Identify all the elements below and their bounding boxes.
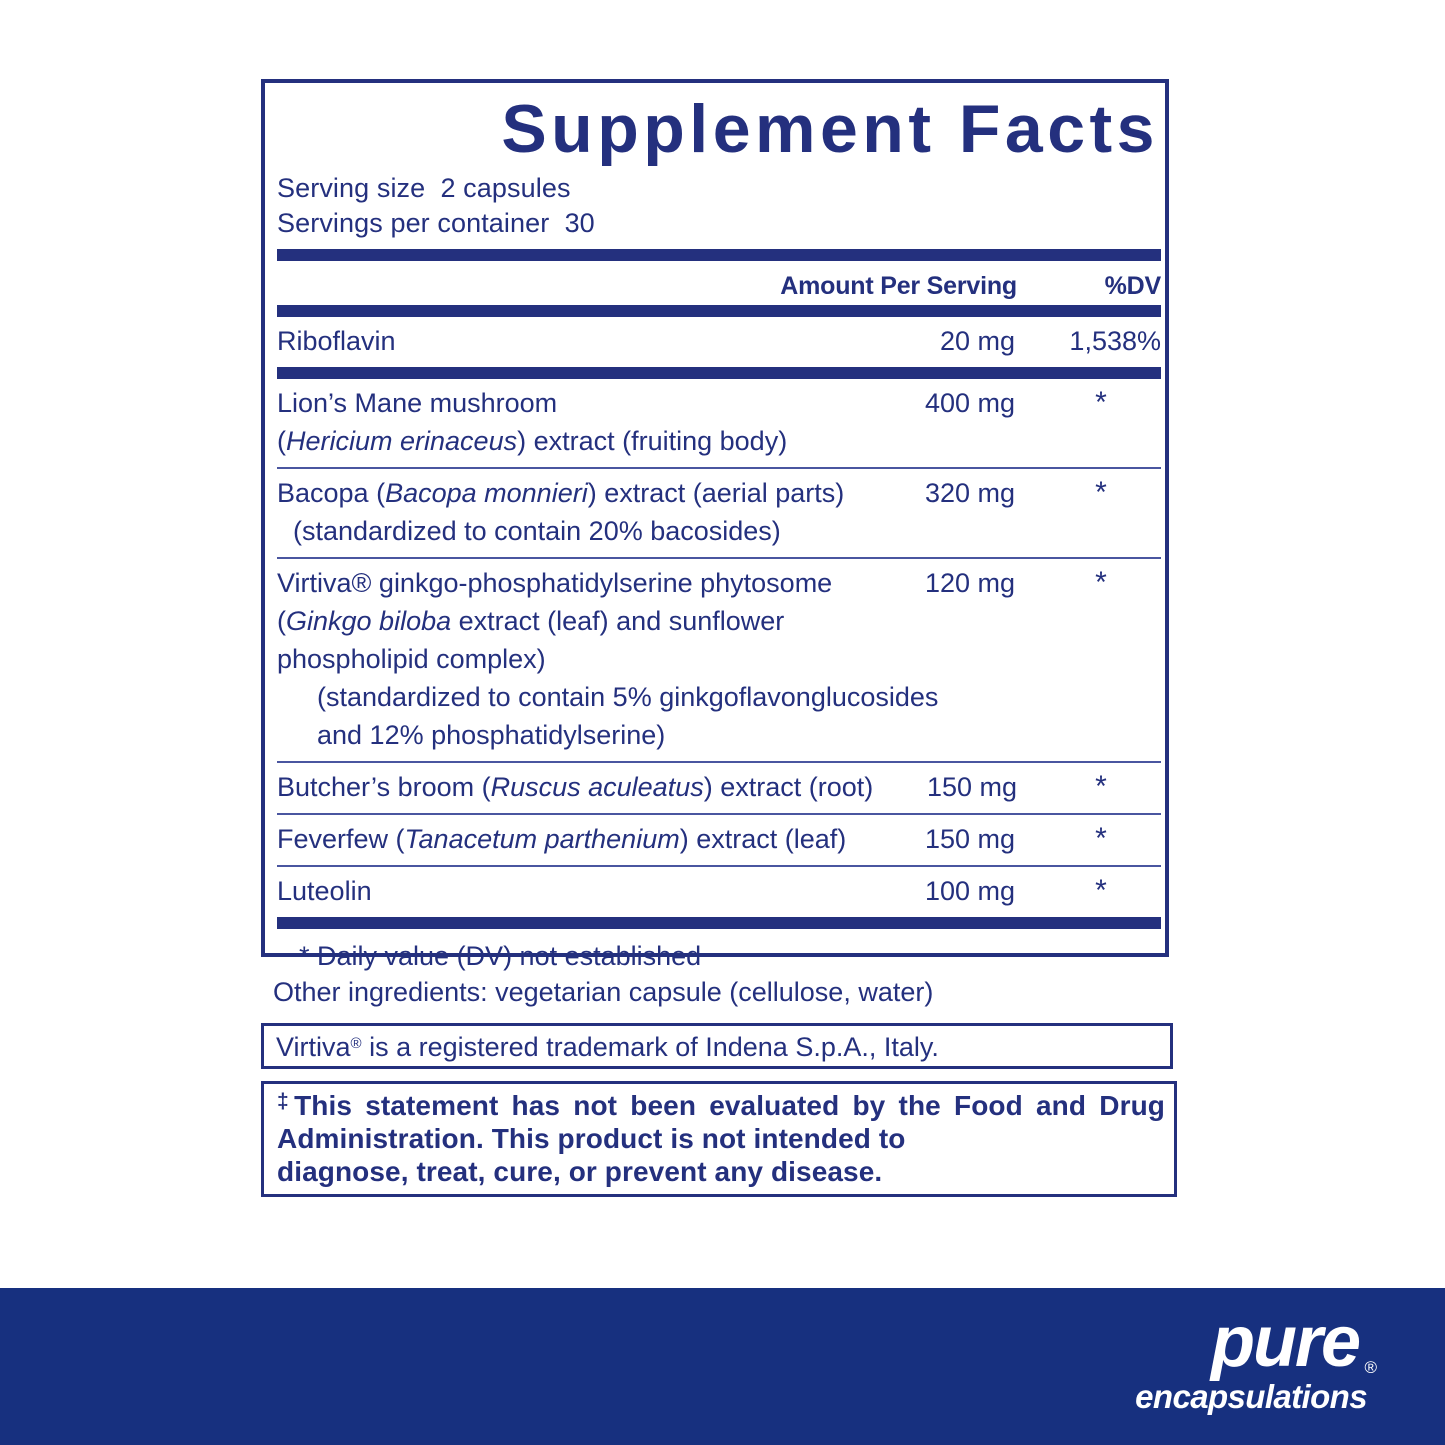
table-row: Luteolin 100 mg * [277, 867, 1161, 917]
table-row: Butcher’s broom (Ruscus aculeatus) extra… [277, 763, 1161, 813]
latin-binomial: Ginkgo biloba [286, 606, 452, 636]
rule-thick-bottom [277, 917, 1161, 929]
nutrient-name: Luteolin [277, 876, 372, 906]
registered-mark-icon: ® [1364, 1358, 1377, 1377]
page-title: Supplement Facts [501, 91, 1159, 167]
rule-hair [277, 761, 1161, 763]
serving-size-line: Serving size 2 capsules [277, 171, 1161, 206]
column-header-percent-dv: %DV [1104, 272, 1162, 300]
fda-disclaimer-box: ‡This statement has not been evaluated b… [261, 1081, 1177, 1197]
column-header-row: Amount Per Serving %DV [277, 261, 1161, 305]
nutrient-amount: 400 mg [924, 388, 1015, 418]
brand-name-primary: pure [1210, 1302, 1361, 1382]
nutrient-amount: 120 mg [924, 568, 1015, 598]
nutrient-percent-dv: * [1095, 770, 1107, 803]
paren-open: ( [277, 426, 286, 456]
table-row: Bacopa (Bacopa monnieri) extract (aerial… [277, 469, 1161, 557]
name-suffix: ) extract (aerial parts) [587, 478, 845, 508]
paren-open: ( [277, 606, 286, 636]
name-suffix: ) extract (root) [703, 772, 874, 802]
servings-per-container-label: Servings per container [277, 208, 550, 238]
name-prefix: Feverfew ( [277, 824, 405, 854]
name-suffix: extract (leaf) and sunflower [451, 606, 785, 636]
supplement-facts-inner: Supplement Facts Serving size 2 capsules… [277, 83, 1161, 974]
nutrient-name: Lion’s Mane mushroom [277, 388, 558, 418]
latin-binomial: Bacopa monnieri [385, 478, 588, 508]
nutrient-name: Riboflavin [277, 326, 396, 356]
disclaimer-line-1: This statement has not been evaluated by… [294, 1090, 1087, 1121]
nutrient-name-line2: (Ginkgo biloba extract (leaf) and sunflo… [277, 602, 1161, 640]
nutrient-standardization-line2: and 12% phosphatidylserine) [317, 720, 666, 750]
nutrient-percent-dv: * [1095, 476, 1107, 509]
serving-size-label: Serving size [277, 173, 426, 203]
disclaimer-line-2: Drug Administration. This product is not… [277, 1090, 1165, 1154]
nutrient-name-line2: (Hericium erinaceus) extract (fruiting b… [277, 422, 1161, 460]
nutrient-name: Butcher’s broom (Ruscus aculeatus) extra… [277, 768, 977, 806]
nutrient-amount: 320 mg [924, 478, 1015, 508]
servings-per-container-value: 30 [564, 208, 595, 238]
nutrient-amount: 100 mg [924, 876, 1015, 906]
other-ingredients-text: Other ingredients: vegetarian capsule (c… [273, 977, 934, 1007]
brand-logo: pure ® encapsulations [1077, 1306, 1377, 1424]
table-row: Lion’s Mane mushroom (Hericium erinaceus… [277, 379, 1161, 467]
rule-hair [277, 813, 1161, 815]
name-prefix: Bacopa ( [277, 478, 386, 508]
fda-disclaimer-text: ‡This statement has not been evaluated b… [277, 1089, 1165, 1188]
nutrient-percent-dv: 1,538% [1069, 326, 1161, 356]
nutrient-name: Bacopa (Bacopa monnieri) extract (aerial… [277, 474, 977, 512]
nutrient-name: Feverfew (Tanacetum parthenium) extract … [277, 820, 977, 858]
rule-hair [277, 557, 1161, 559]
rule-hair [277, 865, 1161, 867]
nutrient-name-line3: phospholipid complex) [277, 644, 546, 674]
brand-name-secondary: encapsulations [1135, 1378, 1367, 1415]
daily-value-footnote: * Daily value (DV) not established [299, 941, 702, 971]
trademark-brand: Virtiva [276, 1032, 351, 1062]
registered-mark-icon: ® [350, 1035, 362, 1052]
footer-bar: pure ® encapsulations [0, 1288, 1445, 1445]
rule-thick-header [277, 305, 1161, 317]
name-suffix: ) extract (leaf) [679, 824, 847, 854]
rule-thick-top [277, 249, 1161, 261]
latin-binomial: Hericium erinaceus [286, 426, 518, 456]
trademark-rest: is a registered trademark of Indena S.p.… [361, 1032, 939, 1062]
table-row: Riboflavin 20 mg 1,538% [277, 317, 1161, 367]
nutrient-standardization-line1: (standardized to contain 5% ginkgoflavon… [317, 682, 939, 712]
dagger-icon: ‡ [277, 1090, 295, 1113]
column-header-amount-per-serving: Amount Per Serving [780, 272, 1017, 300]
serving-size-value: 2 capsules [440, 173, 571, 203]
nutrient-amount: 20 mg [939, 326, 1015, 356]
latin-binomial: Tanacetum parthenium [404, 824, 680, 854]
rule-thick-mid [277, 367, 1161, 379]
nutrient-percent-dv: * [1095, 874, 1107, 907]
nutrient-percent-dv: * [1095, 386, 1107, 419]
rule-hair [277, 467, 1161, 469]
table-row: Virtiva® ginkgo-phosphatidylserine phyto… [277, 559, 1161, 761]
nutrient-name: Virtiva® ginkgo-phosphatidylserine phyto… [277, 568, 833, 598]
name-prefix: Butcher’s broom ( [277, 772, 491, 802]
nutrient-percent-dv: * [1095, 566, 1107, 599]
name-suffix: ) extract (fruiting body) [517, 426, 788, 456]
nutrient-percent-dv: * [1095, 822, 1107, 855]
disclaimer-line-3: diagnose, treat, cure, or prevent any di… [277, 1156, 883, 1187]
nutrient-amount: 150 mg [924, 824, 1015, 854]
nutrient-standardization: (standardized to contain 20% bacosides) [293, 516, 781, 546]
servings-per-container-line: Servings per container 30 [277, 206, 1161, 241]
nutrient-amount: 150 mg [926, 772, 1017, 802]
table-row: Feverfew (Tanacetum parthenium) extract … [277, 815, 1161, 865]
supplement-facts-panel: Supplement Facts Serving size 2 capsules… [261, 79, 1169, 971]
trademark-box: Virtiva® is a registered trademark of In… [261, 1023, 1173, 1069]
trademark-statement: Virtiva® is a registered trademark of In… [276, 1029, 939, 1065]
latin-binomial: Ruscus aculeatus [490, 772, 704, 802]
